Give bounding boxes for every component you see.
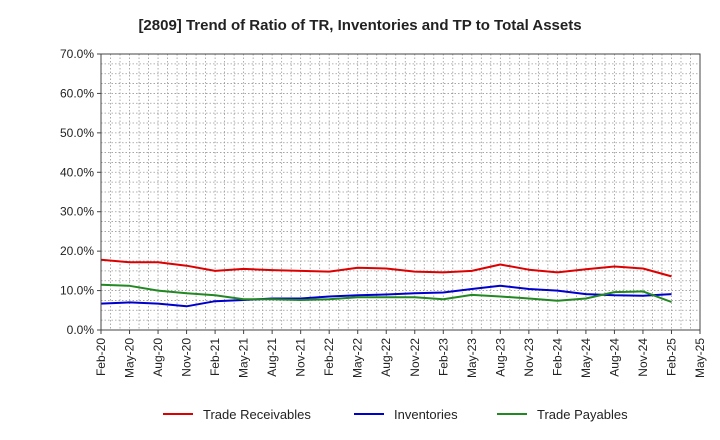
y-tick-label: 20.0% bbox=[60, 244, 94, 258]
y-axis-ticks: 0.0% 10.0% 20.0% 30.0% 40.0% 50.0% 60.0% 70.0% bbox=[60, 47, 101, 337]
grid bbox=[101, 54, 700, 330]
legend: Trade Receivables Inventories Trade Payabl… bbox=[163, 407, 628, 422]
x-tick-label: Aug-23 bbox=[493, 338, 507, 377]
x-tick-label: Aug-21 bbox=[265, 338, 279, 377]
x-tick-label: May-24 bbox=[579, 338, 593, 378]
series-line-trade-payables bbox=[100, 283, 672, 303]
legend-label: Trade Receivables bbox=[203, 407, 311, 422]
chart-title: [2809] Trend of Ratio of TR, Inventories… bbox=[138, 17, 581, 34]
x-tick-label: Aug-20 bbox=[151, 338, 165, 377]
legend-label: Inventories bbox=[394, 407, 458, 422]
x-tick-label: May-23 bbox=[465, 338, 479, 378]
y-tick-label: 60.0% bbox=[60, 86, 94, 100]
x-tick-label: Feb-25 bbox=[664, 338, 678, 376]
x-tick-label: Feb-23 bbox=[436, 338, 450, 376]
y-tick-label: 70.0% bbox=[60, 47, 94, 61]
x-tick-label: May-25 bbox=[693, 338, 707, 378]
x-tick-label: Aug-22 bbox=[379, 338, 393, 377]
x-tick-label: Nov-21 bbox=[294, 338, 308, 377]
y-tick-label: 0.0% bbox=[67, 323, 95, 337]
plot-frame bbox=[100, 53, 701, 331]
y-tick-label: 10.0% bbox=[60, 284, 94, 298]
x-tick-label: Aug-24 bbox=[607, 338, 621, 377]
x-tick-label: Feb-22 bbox=[322, 338, 336, 376]
x-tick-label: Feb-20 bbox=[94, 338, 108, 376]
y-tick-label: 50.0% bbox=[60, 126, 94, 140]
x-tick-label: Nov-22 bbox=[408, 338, 422, 377]
x-tick-label: Feb-21 bbox=[208, 338, 222, 376]
legend-label: Trade Payables bbox=[537, 407, 628, 422]
y-tick-label: 30.0% bbox=[60, 205, 94, 219]
x-tick-label: Nov-24 bbox=[636, 338, 650, 377]
series-line-trade-receivables bbox=[100, 258, 672, 278]
x-tick-label: May-20 bbox=[123, 338, 137, 378]
x-axis-ticks: Feb-20 May-20 Aug-20 Nov-20 Feb-21 May-21 Aug-… bbox=[94, 330, 707, 378]
x-tick-label: Nov-23 bbox=[522, 338, 536, 377]
x-tick-label: May-22 bbox=[351, 338, 365, 378]
series-lines bbox=[100, 258, 672, 308]
y-tick-label: 40.0% bbox=[60, 165, 94, 179]
x-tick-label: May-21 bbox=[237, 338, 251, 378]
x-tick-label: Nov-20 bbox=[180, 338, 194, 377]
series-line-inventories bbox=[100, 284, 672, 308]
x-tick-label: Feb-24 bbox=[550, 338, 564, 376]
